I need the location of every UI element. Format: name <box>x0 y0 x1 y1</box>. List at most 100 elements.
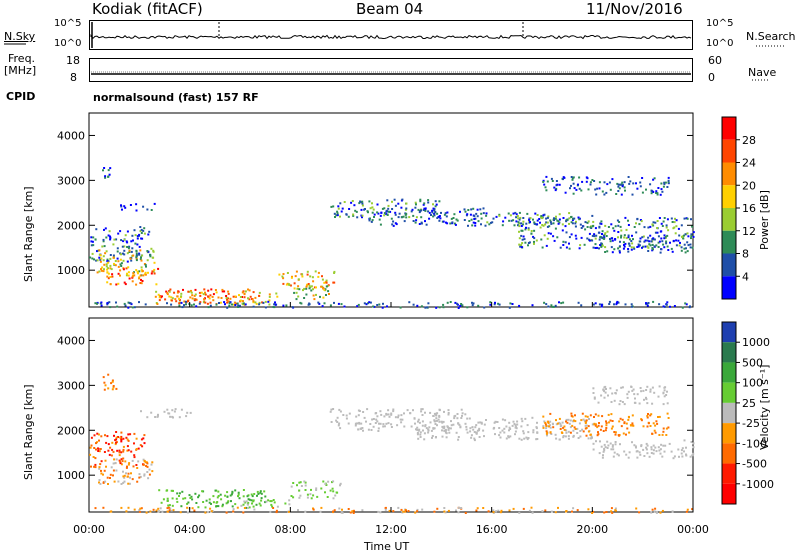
heatmap-cell <box>388 509 391 512</box>
heatmap-cell <box>153 272 156 275</box>
heatmap-cell <box>479 208 482 211</box>
colorbar-swatch-0-1 <box>722 139 736 163</box>
heatmap-cell <box>623 236 626 239</box>
heatmap-cell <box>436 507 439 510</box>
heatmap-cell <box>558 221 561 224</box>
heatmap-cell <box>622 432 625 435</box>
heatmap-cell <box>433 510 436 513</box>
heatmap-cell <box>530 232 533 235</box>
heatmap-cell <box>499 436 502 439</box>
heatmap-cell <box>664 237 667 239</box>
heatmap-cell <box>237 495 239 498</box>
heatmap-cell <box>225 502 228 505</box>
heatmap-cell <box>90 236 93 239</box>
heatmap-cell <box>380 211 383 214</box>
heatmap-cell <box>312 288 314 291</box>
heatmap-cell <box>188 290 191 293</box>
heatmap-cell <box>466 417 469 420</box>
heatmap-cell <box>139 249 142 252</box>
heatmap-cell <box>255 503 258 506</box>
heatmap-cell <box>680 452 683 455</box>
heatmap-cell <box>634 445 637 448</box>
heatmap-cell <box>498 434 501 437</box>
heatmap-cell <box>122 448 125 451</box>
heatmap-cell <box>107 387 110 390</box>
colorbar-swatch-1-4 <box>722 402 736 424</box>
heatmap-cell <box>477 220 480 223</box>
heatmap-cell <box>149 254 152 256</box>
heatmap-cell <box>435 203 438 206</box>
heatmap-cell <box>282 273 285 275</box>
heatmap-cell <box>546 434 548 437</box>
heatmap-cell <box>418 211 421 214</box>
heatmap-cell <box>122 457 125 460</box>
colorbar-swatch-0-2 <box>722 162 736 186</box>
heatmap-cell <box>517 224 519 227</box>
heatmap-cell <box>428 211 431 214</box>
heatmap-cell <box>168 412 171 415</box>
heatmap-cell <box>568 422 571 425</box>
heatmap-cell <box>356 216 359 219</box>
heatmap-cell <box>427 431 430 434</box>
heatmap-cell <box>550 433 553 435</box>
heatmap-cell <box>361 204 364 207</box>
heatmap-cell <box>591 214 594 217</box>
heatmap-cell <box>367 302 370 305</box>
heatmap-cell <box>94 238 97 241</box>
heatmap-cell <box>635 231 638 234</box>
heatmap-cell <box>516 423 519 426</box>
heatmap-cell <box>223 290 226 293</box>
heatmap-cell <box>587 188 590 191</box>
heatmap-cell <box>653 245 656 248</box>
heatmap-cell <box>139 230 142 232</box>
heatmap-cell <box>554 511 557 514</box>
heatmap-cell <box>397 416 399 419</box>
heatmap-cell <box>290 485 293 488</box>
heatmap-cell <box>563 425 566 428</box>
heatmap-cell <box>643 455 646 457</box>
heatmap-cell <box>345 213 348 216</box>
heatmap-cell <box>414 422 416 425</box>
heatmap-cell <box>617 301 620 304</box>
heatmap-cell <box>337 205 340 208</box>
heatmap-cell <box>231 303 233 306</box>
heatmap-cell <box>446 222 449 225</box>
heatmap-cell <box>242 302 245 305</box>
heatmap-cell <box>654 446 657 449</box>
heatmap-cell <box>152 270 155 273</box>
heatmap-cell <box>248 289 251 292</box>
heatmap-cell <box>553 305 555 308</box>
heatmap-cell <box>140 228 143 231</box>
heatmap-cell <box>558 183 561 186</box>
heatmap-cell <box>549 221 552 224</box>
heatmap-cell <box>400 206 403 209</box>
heatmap-cell <box>220 498 223 501</box>
heatmap-cell <box>443 427 446 430</box>
heatmap-cell <box>507 436 510 439</box>
heatmap-cell <box>416 508 419 511</box>
heatmap-cell <box>140 256 142 259</box>
heatmap-cell <box>332 408 335 410</box>
heatmap-cell <box>134 234 137 237</box>
heatmap-cell <box>434 436 437 439</box>
heatmap-cell <box>572 507 575 510</box>
heatmap-cell <box>206 302 209 305</box>
heatmap-cell <box>178 495 180 497</box>
heatmap-cell <box>336 214 339 217</box>
heatmap-cell <box>183 300 186 303</box>
heatmap-cell <box>312 507 314 510</box>
heatmap-cell <box>357 428 360 431</box>
heatmap-cell <box>142 437 145 440</box>
heatmap-cell <box>492 511 495 514</box>
heatmap-cell <box>647 236 650 239</box>
heatmap-cell <box>614 225 617 228</box>
heatmap-cell <box>655 420 658 423</box>
heatmap-cell <box>619 417 622 420</box>
heatmap-cell <box>470 434 473 437</box>
heatmap-cell <box>133 454 136 457</box>
heatmap-cell <box>647 302 650 304</box>
heatmap-cell <box>179 511 182 514</box>
heatmap-cell <box>662 444 665 447</box>
heatmap-cell <box>655 511 658 514</box>
heatmap-cell <box>475 424 478 427</box>
